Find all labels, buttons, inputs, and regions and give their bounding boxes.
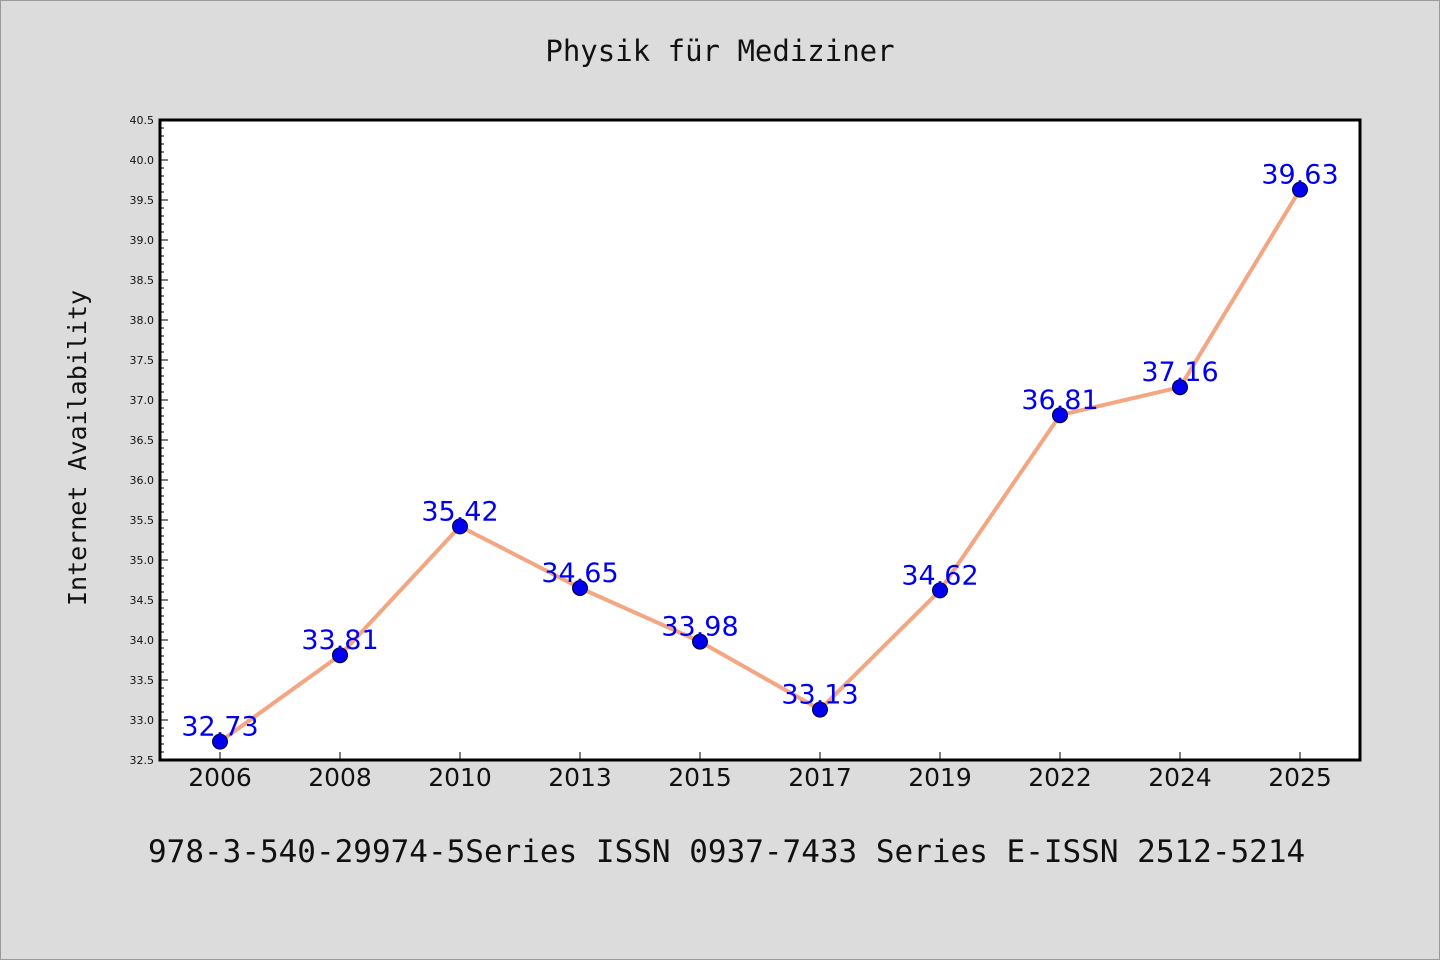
x-tick-label: 2025 bbox=[1268, 763, 1332, 792]
y-tick-label: 38.0 bbox=[130, 314, 155, 327]
data-label: 33.13 bbox=[781, 680, 858, 711]
x-tick-label: 2019 bbox=[908, 763, 972, 792]
x-axis-ticks: 2006 2008 2010 2013 2015 2017 2019 2022 2024 2025 bbox=[188, 752, 1332, 792]
data-label: 33.81 bbox=[301, 625, 378, 656]
series-group: 32.73 33.81 35.42 34.65 33.98 33.13 34.62 36.81… bbox=[181, 160, 1339, 750]
x-tick-label: 2013 bbox=[548, 763, 612, 792]
y-tick-label: 36.5 bbox=[130, 434, 155, 447]
data-label: 34.62 bbox=[901, 560, 978, 591]
y-tick-label: 33.0 bbox=[130, 714, 155, 727]
data-label: 34.65 bbox=[541, 558, 618, 589]
x-tick-label: 2017 bbox=[788, 763, 852, 792]
x-tick-label: 2008 bbox=[308, 763, 372, 792]
plot-area bbox=[158, 118, 1362, 762]
data-label: 37.16 bbox=[1141, 357, 1218, 388]
data-label: 35.42 bbox=[421, 496, 498, 527]
x-tick-label: 2010 bbox=[428, 763, 492, 792]
chart-title: Physik für Mediziner bbox=[545, 34, 895, 68]
y-tick-label: 37.0 bbox=[130, 394, 155, 407]
data-point bbox=[212, 733, 228, 750]
y-tick-label: 40.0 bbox=[130, 154, 155, 167]
y-tick-label: 39.0 bbox=[130, 234, 155, 247]
x-tick-label: 2006 bbox=[188, 763, 252, 792]
y-tick-label: 32.5 bbox=[130, 754, 155, 767]
y-tick-label: 39.5 bbox=[130, 194, 155, 207]
y-tick-label: 34.5 bbox=[130, 594, 155, 607]
data-point bbox=[692, 633, 708, 650]
x-tick-label: 2022 bbox=[1028, 763, 1092, 792]
data-point bbox=[452, 518, 468, 535]
y-axis-ticks: 32.5 33.0 33.5 34.0 34.5 35.0 35.5 36.0 36.5 37.0… bbox=[130, 114, 168, 767]
data-point bbox=[1292, 181, 1308, 198]
data-point bbox=[1052, 407, 1068, 424]
y-tick-label: 35.0 bbox=[130, 554, 155, 567]
data-point bbox=[932, 582, 948, 599]
y-tick-label: 34.0 bbox=[130, 634, 155, 647]
y-tick-label: 35.5 bbox=[130, 514, 155, 527]
data-label: 33.98 bbox=[661, 612, 738, 643]
y-tick-label: 36.0 bbox=[130, 474, 155, 487]
y-tick-label: 37.5 bbox=[130, 354, 155, 367]
data-point bbox=[572, 580, 588, 596]
x-tick-label: 2024 bbox=[1148, 763, 1212, 792]
data-point bbox=[1172, 379, 1188, 396]
y-tick-label: 40.5 bbox=[130, 114, 155, 127]
y-tick-label: 38.5 bbox=[130, 274, 155, 287]
x-tick-label: 2015 bbox=[668, 763, 732, 792]
footer-isbn-issn: 978-3-540-29974-5Series ISSN 0937-7433 S… bbox=[148, 834, 1306, 870]
y-tick-label: 33.5 bbox=[130, 674, 155, 687]
data-label: 32.73 bbox=[181, 712, 258, 743]
data-point bbox=[332, 647, 348, 664]
data-point bbox=[812, 701, 828, 718]
series-line bbox=[218, 188, 1302, 744]
data-label: 36.81 bbox=[1021, 385, 1098, 416]
y-axis-label: Internet Availability bbox=[63, 290, 92, 606]
data-label: 39.63 bbox=[1261, 160, 1338, 191]
